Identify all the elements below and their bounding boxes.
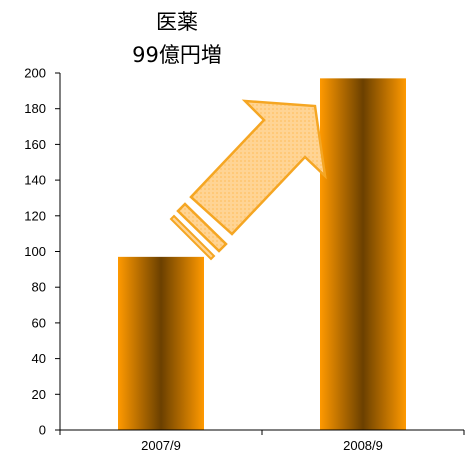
y-tick-label: 100 (24, 244, 46, 259)
y-tick-label: 60 (32, 315, 46, 330)
y-tick-label: 20 (32, 387, 46, 402)
bar-2007-9 (118, 256, 204, 430)
y-tick-label: 0 (39, 423, 46, 438)
x-category-label: 2008/9 (343, 438, 383, 453)
y-tick-label: 40 (32, 351, 46, 366)
x-axis: 2007/9 2008/9 (59, 429, 465, 453)
chart-title-line-2: 99億円増 (132, 43, 222, 67)
bar-2008-9 (320, 78, 406, 430)
y-tick-label: 120 (24, 208, 46, 223)
y-tick-label: 80 (32, 280, 46, 295)
bars (118, 78, 406, 430)
x-category-label: 2007/9 (141, 438, 181, 453)
y-axis: 0 20 40 60 80 100 120 140 160 180 200 (24, 66, 61, 438)
increase-arrow-tail-stripe-1 (176, 202, 228, 253)
increase-arrow-tail-stripe-2 (169, 214, 216, 261)
y-tick-label: 140 (24, 173, 46, 188)
y-tick-label: 160 (24, 137, 46, 152)
chart-title: 医薬 99億円増 (132, 10, 222, 67)
increase-arrow-body (189, 99, 327, 236)
chart-title-line-1: 医薬 (156, 10, 198, 34)
y-tick-label: 200 (24, 66, 46, 81)
y-tick-label: 180 (24, 101, 46, 116)
increase-arrow (169, 99, 327, 261)
